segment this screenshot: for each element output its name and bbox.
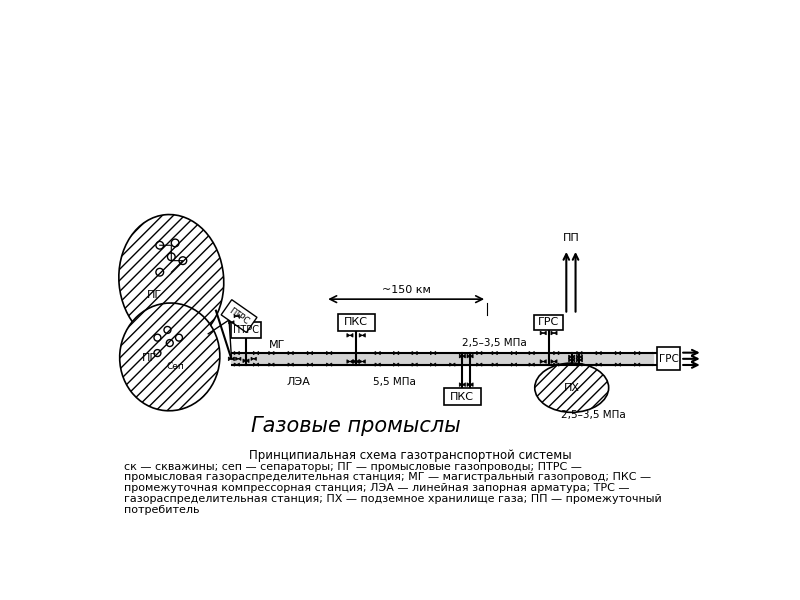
- Text: ПКС: ПКС: [344, 317, 368, 327]
- Ellipse shape: [534, 363, 609, 412]
- Bar: [231, 322, 261, 338]
- Text: ПХ: ПХ: [564, 383, 580, 392]
- Polygon shape: [394, 352, 399, 355]
- Text: Принципиальная схема газотранспортной системы: Принципиальная схема газотранспортной си…: [249, 449, 571, 462]
- Text: МГ: МГ: [269, 340, 286, 350]
- Polygon shape: [359, 359, 366, 364]
- Bar: [221, 299, 257, 332]
- Polygon shape: [569, 355, 574, 359]
- Polygon shape: [326, 352, 332, 355]
- Polygon shape: [615, 352, 621, 355]
- Polygon shape: [576, 355, 582, 359]
- Text: ПКС: ПКС: [450, 392, 474, 402]
- Polygon shape: [243, 359, 249, 362]
- Text: ПП: ПП: [562, 233, 579, 243]
- Polygon shape: [511, 352, 517, 355]
- Polygon shape: [254, 363, 258, 366]
- Polygon shape: [529, 352, 534, 355]
- Text: Газовые промыслы: Газовые промыслы: [251, 416, 461, 436]
- Text: ГРС: ГРС: [538, 317, 559, 327]
- Polygon shape: [430, 363, 436, 366]
- Bar: [444, 388, 481, 406]
- Polygon shape: [430, 352, 436, 355]
- Polygon shape: [577, 352, 582, 355]
- Polygon shape: [577, 363, 582, 366]
- Bar: [338, 314, 374, 331]
- Text: ПТРС: ПТРС: [227, 306, 251, 326]
- Text: ПГ: ПГ: [142, 353, 158, 364]
- Polygon shape: [394, 363, 399, 366]
- Polygon shape: [412, 363, 418, 366]
- Text: ЛЭА: ЛЭА: [286, 377, 310, 388]
- Polygon shape: [467, 354, 473, 358]
- Polygon shape: [269, 363, 274, 366]
- Polygon shape: [477, 363, 482, 366]
- Polygon shape: [634, 363, 640, 366]
- Polygon shape: [569, 358, 574, 362]
- Polygon shape: [375, 363, 380, 366]
- Text: 2,5–3,5 МПа: 2,5–3,5 МПа: [561, 410, 626, 419]
- Polygon shape: [347, 359, 353, 364]
- Polygon shape: [288, 352, 294, 355]
- Bar: [657, 347, 680, 370]
- Polygon shape: [288, 363, 294, 366]
- Polygon shape: [477, 352, 482, 355]
- Ellipse shape: [120, 303, 220, 411]
- Polygon shape: [234, 363, 239, 366]
- Polygon shape: [459, 354, 466, 358]
- Polygon shape: [228, 357, 234, 361]
- Text: Сеп: Сеп: [166, 362, 184, 371]
- Polygon shape: [529, 363, 534, 366]
- Ellipse shape: [119, 215, 224, 345]
- Polygon shape: [540, 331, 546, 335]
- Polygon shape: [554, 363, 559, 366]
- Polygon shape: [229, 320, 234, 324]
- Polygon shape: [326, 363, 332, 366]
- Polygon shape: [492, 352, 498, 355]
- Polygon shape: [254, 352, 258, 355]
- Polygon shape: [269, 352, 274, 355]
- Polygon shape: [551, 331, 557, 335]
- Text: газораспределительная станция; ПХ — подземное хранилище газа; ПП — промежуточный: газораспределительная станция; ПХ — подз…: [123, 494, 662, 504]
- Text: ПТРС: ПТРС: [233, 325, 259, 335]
- Text: ск — скважины; сеп — сепараторы; ПГ — промысловые газопроводы; ПТРС —: ск — скважины; сеп — сепараторы; ПГ — пр…: [123, 461, 582, 472]
- Polygon shape: [347, 334, 353, 337]
- Polygon shape: [596, 363, 602, 366]
- Text: промысловая газораспределительная станция; МГ — магистральный газопровод; ПКС —: промысловая газораспределительная станци…: [123, 472, 650, 482]
- Polygon shape: [554, 352, 559, 355]
- Text: промежуточная компрессорная станция; ЛЭА — линейная запорная арматура; ТРС —: промежуточная компрессорная станция; ЛЭА…: [123, 483, 629, 493]
- Polygon shape: [375, 352, 380, 355]
- Polygon shape: [234, 352, 239, 355]
- Polygon shape: [235, 357, 241, 361]
- Polygon shape: [492, 363, 498, 366]
- Polygon shape: [511, 363, 517, 366]
- Polygon shape: [467, 383, 473, 386]
- Polygon shape: [551, 359, 557, 364]
- Bar: [534, 314, 563, 330]
- Polygon shape: [450, 363, 455, 366]
- Text: ~150 км: ~150 км: [382, 284, 430, 295]
- Text: 2,5–3,5 МПа: 2,5–3,5 МПа: [462, 338, 527, 348]
- Polygon shape: [615, 363, 621, 366]
- Polygon shape: [634, 352, 640, 355]
- Polygon shape: [540, 359, 546, 364]
- Polygon shape: [353, 359, 359, 364]
- Text: ГРС: ГРС: [658, 354, 678, 364]
- Polygon shape: [412, 352, 418, 355]
- Polygon shape: [596, 352, 602, 355]
- Text: 5,5 МПа: 5,5 МПа: [373, 377, 416, 388]
- Text: потребитель: потребитель: [123, 505, 199, 515]
- Polygon shape: [359, 334, 366, 337]
- Polygon shape: [576, 358, 582, 362]
- Polygon shape: [307, 352, 313, 355]
- Polygon shape: [251, 357, 256, 361]
- Polygon shape: [234, 314, 239, 318]
- Text: ПГ: ПГ: [146, 290, 162, 300]
- Polygon shape: [307, 363, 313, 366]
- Polygon shape: [459, 383, 466, 386]
